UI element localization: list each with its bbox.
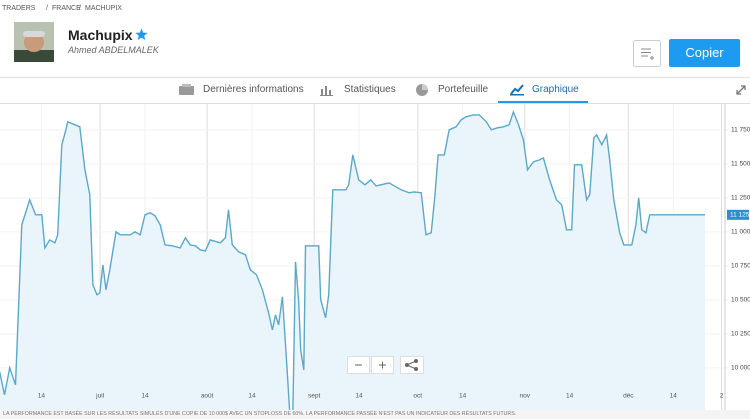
zoom-controls [347,356,424,374]
y-tick-label: 10 000 [731,365,750,372]
y-tick-label: 11 000 [731,229,750,236]
y-tick-label: 10 500 [731,297,750,304]
footnote: LA PERFORMANCE EST BASÉE SUR LES RÉSULTA… [3,411,517,417]
tab[interactable]: Statistiques [344,84,396,95]
tab-active[interactable]: Graphique [532,84,579,95]
x-tick-label: août [201,393,214,400]
y-tick-label: 10 250 [731,331,750,338]
x-tick-label: 14 [141,393,149,400]
x-tick-label: 14 [670,393,678,400]
x-tick-label: 2 [720,393,724,400]
axis-panel [725,104,750,419]
tab-icon [416,84,428,96]
x-tick-label: oct [413,393,422,400]
last-value-label: 11 125 [730,212,750,219]
avatar [14,22,54,62]
trader-username: Ahmed ABDELMALEK [68,45,159,55]
x-tick-label: juil [95,393,105,400]
y-tick-label: 10 750 [731,263,750,270]
tab-icon [510,84,524,96]
area [0,111,705,419]
footnote-bar [0,410,750,419]
share[interactable] [400,356,424,374]
line [0,109,705,417]
breadcrumb[interactable]: FRANCE [52,5,81,12]
x-tick-label: 14 [566,393,574,400]
watchlist-button[interactable] [633,40,662,68]
x-tick-label: 14 [38,393,46,400]
expand-icon[interactable] [735,84,747,96]
star-icon[interactable] [135,28,148,41]
trader-name: Machupix [68,27,133,43]
x-tick-label: 14 [248,393,256,400]
x-tick-label: déc [623,393,634,400]
breadcrumb[interactable]: TRADERS [2,5,36,12]
tab-icon [320,86,333,96]
breadcrumb-separator: / [79,5,81,12]
tab-icon [179,84,194,95]
copy-button[interactable]: Copier [669,39,740,67]
breadcrumb-separator: / [46,5,48,12]
x-tick-label: 14 [459,393,467,400]
tab[interactable]: Dernières informations [203,84,304,95]
y-tick-label: 11 500 [731,161,750,168]
y-tick-label: 11 750 [731,127,750,134]
breadcrumb: MACHUPIX [85,5,122,12]
chart: 10 000 10 250 10 500 10 750 11 000 11 250 11 5… [0,104,750,419]
last-value-box [727,209,749,220]
x-tick-label: sept [308,393,320,400]
tab-bar [0,77,750,104]
x-tick-label: 14 [355,393,363,400]
tab[interactable]: Portefeuille [438,84,489,95]
y-tick-label: 11 250 [731,195,750,202]
x-tick-label: nov [520,393,531,400]
tab-underline [498,101,588,103]
